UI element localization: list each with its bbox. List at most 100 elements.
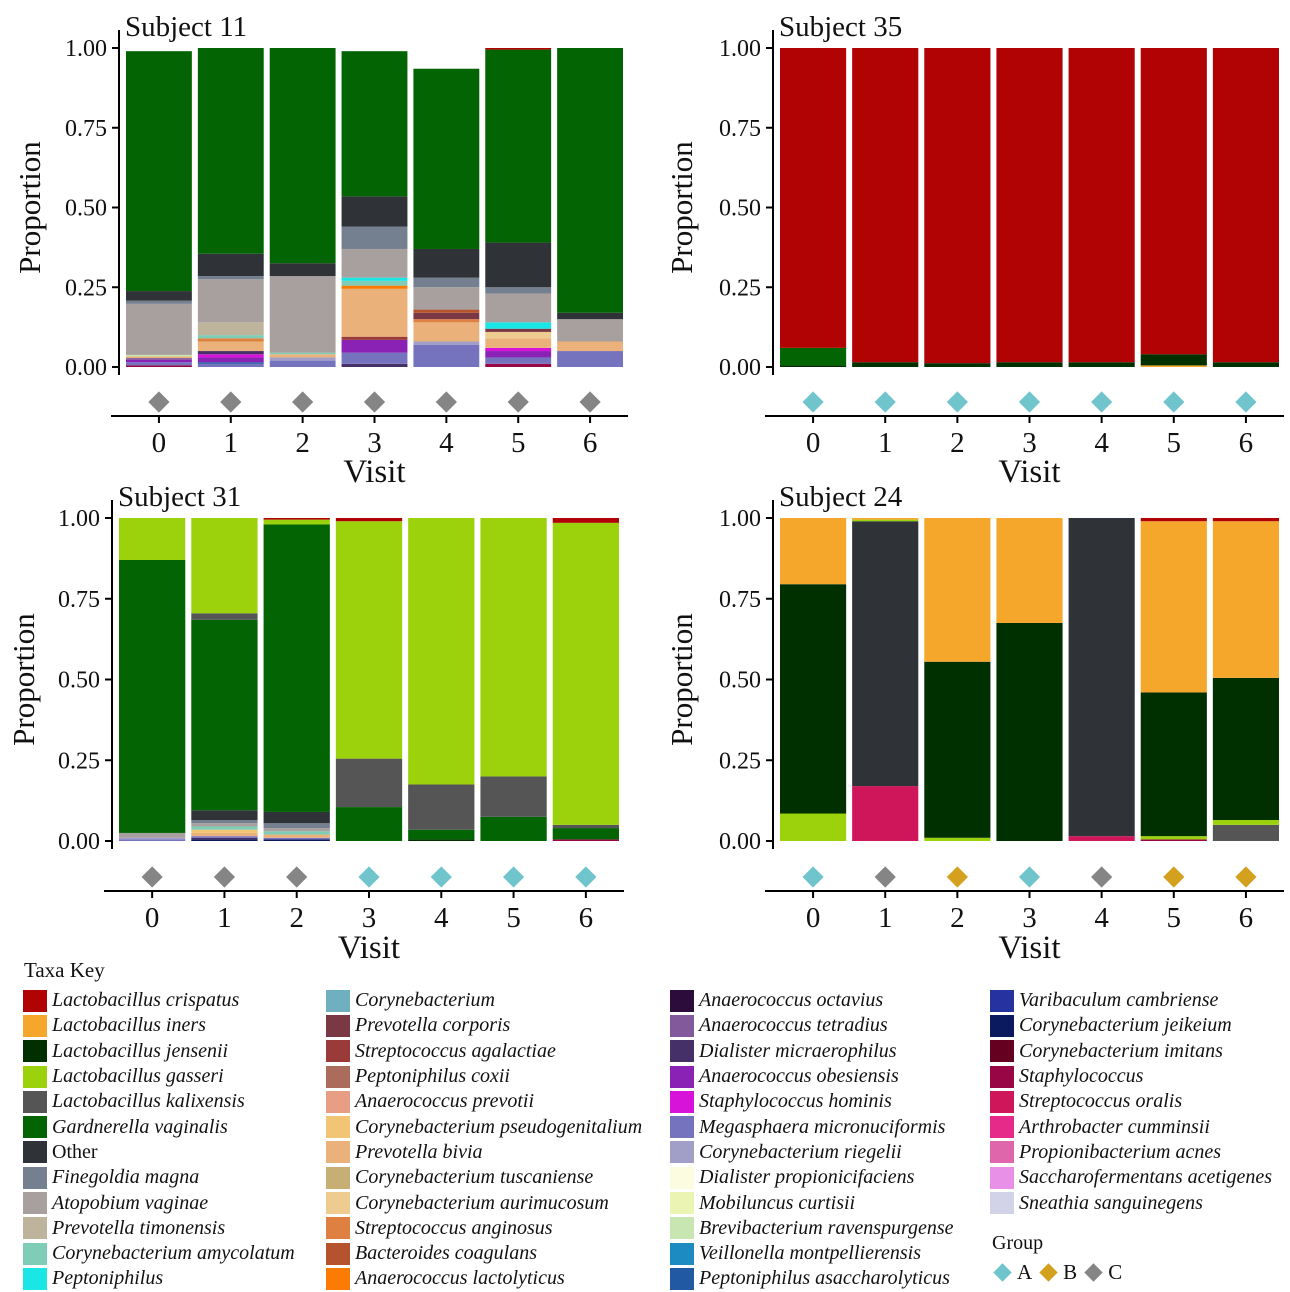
bar-segment (485, 328, 552, 332)
x-tick-label: 6 (1239, 902, 1254, 934)
bar-segment (197, 276, 264, 280)
y-tick-label: 0.50 (58, 668, 100, 694)
bar-segment (924, 661, 991, 838)
bar-segment (197, 48, 264, 254)
x-tick-label: 1 (878, 427, 893, 459)
bar-visit-6 (552, 518, 619, 841)
bar-segment (1212, 48, 1279, 363)
bar-segment (780, 518, 847, 585)
x-tick-label: 3 (367, 427, 382, 459)
bar-segment (191, 810, 258, 821)
group-marker (435, 391, 457, 413)
bar-segment (191, 619, 258, 811)
bar-segment (1212, 820, 1279, 825)
bar-segment (780, 584, 847, 814)
y-tick-label: 0.50 (719, 668, 761, 694)
bar-segment (852, 521, 919, 787)
bar-segment (413, 287, 480, 310)
bar-segment (1140, 518, 1207, 522)
group-marker (507, 391, 529, 413)
bar-visit-2 (263, 518, 330, 841)
bar-visit-0 (126, 51, 192, 367)
bar-segment (413, 312, 480, 320)
bar-segment (552, 824, 619, 829)
bar-segment (480, 776, 547, 817)
bar-segment (269, 263, 336, 277)
bar-segment (341, 285, 408, 289)
panel-1: 0.00 0.25 0.50 0.75 1.00 Proportion Subject 11… (12, 11, 628, 490)
bar-segment (485, 49, 552, 243)
bar-segment (485, 338, 552, 348)
bar-segment (780, 365, 847, 367)
bar-segment (197, 253, 264, 277)
group-marker (946, 866, 968, 888)
y-tick-label: 0.00 (58, 829, 100, 855)
x-axis-title: Visit (343, 454, 405, 490)
x-axis-title: Visit (998, 454, 1060, 490)
y-tick-label: 0.00 (719, 355, 761, 381)
bar-segment (852, 362, 919, 367)
group-marker (1163, 866, 1185, 888)
bar-segment (1140, 354, 1207, 366)
x-tick-label: 1 (878, 902, 893, 934)
group-marker (1091, 391, 1113, 413)
group-marker (874, 866, 896, 888)
bar-segment (126, 359, 192, 363)
bar-segment (191, 839, 258, 841)
bar-visit-5 (480, 518, 547, 841)
bar-segment (191, 823, 258, 827)
bar-segment (335, 807, 403, 841)
bar-visit-4 (413, 68, 480, 367)
bar-segment (557, 48, 623, 313)
y-tick-label: 0.00 (65, 355, 107, 381)
bar-segment (557, 341, 623, 352)
bar-segment (197, 279, 264, 323)
bar-segment (126, 358, 192, 360)
bar-visit-0 (780, 48, 847, 367)
bar-segment (485, 331, 552, 339)
group-marker (363, 391, 386, 413)
bar-segment (552, 522, 619, 825)
x-tick-label: 4 (1094, 427, 1109, 459)
bar-segment (780, 48, 847, 348)
group-marker (358, 866, 380, 888)
bar-segment (1212, 518, 1279, 522)
bar-segment (269, 357, 336, 361)
x-tick-label: 4 (1094, 902, 1109, 934)
bar-segment (126, 365, 192, 367)
group-marker (430, 866, 452, 888)
bar-segment (852, 518, 919, 520)
bar-segment (341, 248, 408, 278)
x-tick-label: 5 (511, 427, 526, 459)
bar-segment (126, 356, 192, 359)
y-tick-label: 0.25 (58, 748, 100, 774)
bar-segment (1140, 839, 1207, 841)
y-tick-label: 0.75 (719, 587, 761, 613)
bar-segment (263, 834, 330, 838)
bar-segment (197, 341, 264, 352)
x-tick-label: 3 (1022, 902, 1037, 934)
bar-segment (924, 837, 991, 841)
bar-segment (1212, 824, 1279, 841)
bar-segment (119, 832, 186, 838)
bar-segment (341, 352, 408, 364)
bar-segment (408, 829, 475, 840)
y-tick-label: 0.00 (719, 829, 761, 855)
bar-segment (485, 347, 552, 352)
x-tick-label: 5 (1167, 427, 1182, 459)
bar-segment (197, 363, 264, 367)
bar-visit-5 (1140, 518, 1207, 841)
bar-segment (996, 48, 1063, 363)
bar-segment (335, 518, 403, 522)
bar-segment (119, 518, 186, 560)
bar-segment (263, 839, 330, 841)
bar-segment (341, 339, 408, 353)
bar-segment (552, 518, 619, 523)
x-tick-label: 1 (224, 427, 239, 459)
y-tick-label: 1.00 (719, 506, 761, 532)
group-marker (802, 866, 824, 888)
bar-segment (408, 784, 475, 830)
bar-segment (1212, 521, 1279, 678)
x-tick-label: 6 (579, 902, 594, 934)
